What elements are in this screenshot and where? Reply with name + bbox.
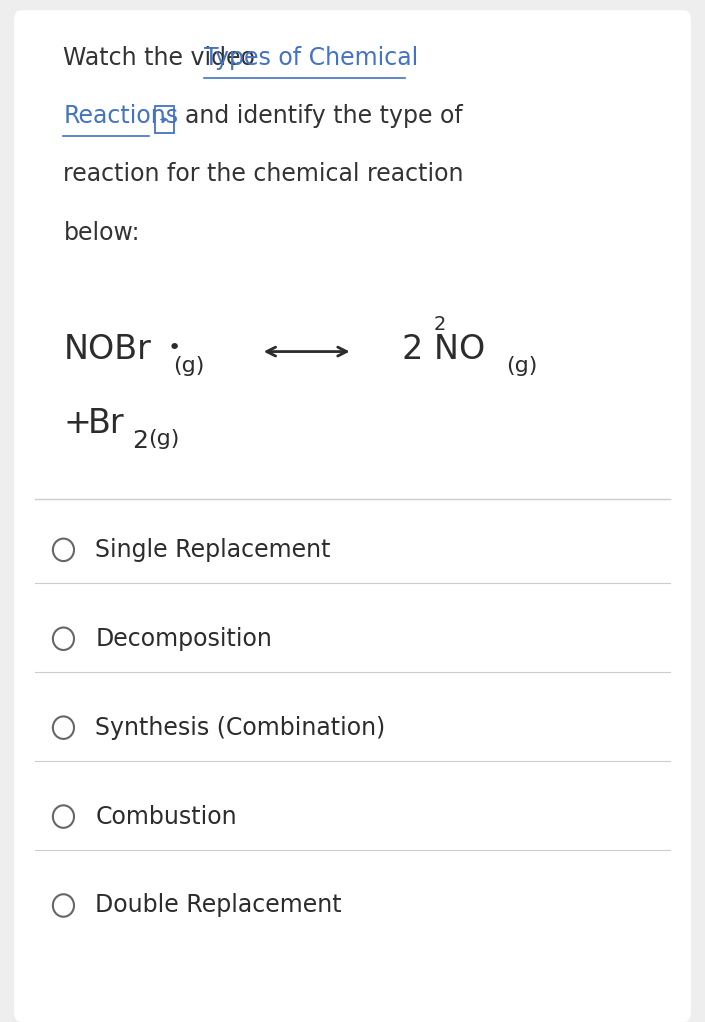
Text: NOBr: NOBr	[63, 333, 152, 366]
Text: Synthesis (Combination): Synthesis (Combination)	[95, 715, 386, 740]
Text: Double Replacement: Double Replacement	[95, 893, 342, 918]
Text: below:: below:	[63, 221, 140, 244]
Text: Reactions: Reactions	[63, 104, 178, 128]
Text: (g): (g)	[173, 356, 204, 376]
Text: •: •	[168, 338, 181, 359]
Text: Types of Chemical: Types of Chemical	[204, 46, 419, 69]
Text: and identify the type of: and identify the type of	[185, 104, 462, 128]
Text: reaction for the chemical reaction: reaction for the chemical reaction	[63, 162, 464, 186]
Text: 2: 2	[434, 315, 446, 334]
Text: Watch the video: Watch the video	[63, 46, 263, 69]
Text: +: +	[63, 407, 92, 439]
Text: Single Replacement: Single Replacement	[95, 538, 331, 562]
Text: Br: Br	[88, 407, 125, 439]
Text: Decomposition: Decomposition	[95, 626, 272, 651]
Bar	[155, 106, 174, 134]
Text: (g): (g)	[506, 356, 538, 376]
Text: 2: 2	[133, 429, 149, 453]
Text: (g): (g)	[148, 429, 180, 450]
Text: 2 NO: 2 NO	[402, 333, 485, 366]
Text: Combustion: Combustion	[95, 804, 237, 829]
